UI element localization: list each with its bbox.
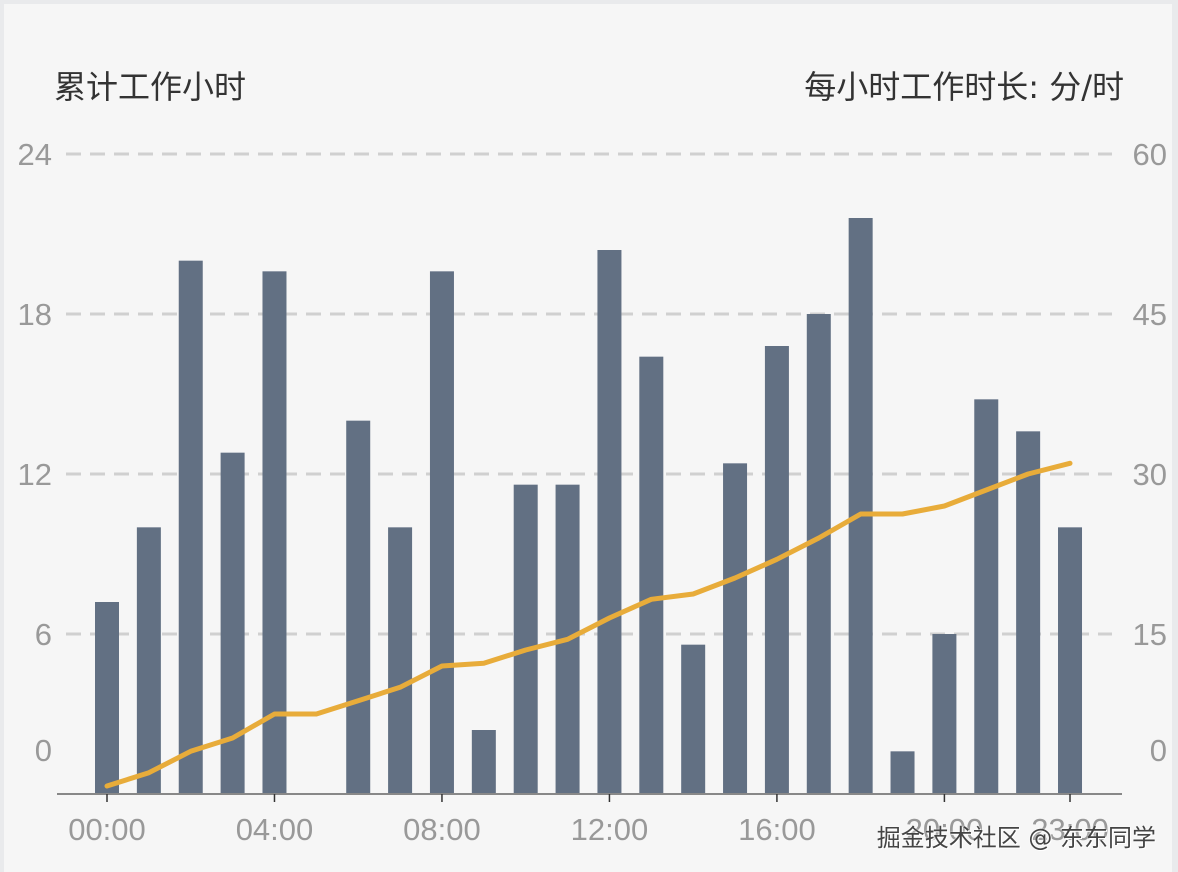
bar [346, 420, 371, 794]
bar [95, 602, 119, 794]
x-tick-label: 20:00 [906, 812, 984, 847]
x-tick-label: 23:00 [1031, 812, 1109, 847]
bar [890, 751, 915, 794]
x-axis-labels: 00:00 04:00 08:00 12:00 16:00 20:00 23:00 [68, 812, 1109, 847]
right-tick-label: 45 [1133, 297, 1167, 332]
cumulative-line [104, 460, 1073, 789]
left-tick-label: 12 [18, 457, 52, 492]
right-tick-label: 15 [1133, 617, 1167, 652]
x-axis [57, 793, 1122, 802]
bar [1016, 431, 1041, 794]
x-tick-label: 16:00 [738, 812, 816, 847]
right-tick-label: 0 [1150, 733, 1167, 768]
y-axis-labels: 0 6 12 18 24 0 15 30 45 60 [18, 137, 1167, 768]
bar [681, 644, 706, 794]
x-tick-label: 04:00 [236, 812, 314, 847]
right-tick-label: 30 [1133, 457, 1167, 492]
left-axis-title: 累计工作小时 [54, 68, 247, 106]
bar [639, 356, 664, 794]
left-tick-label: 18 [18, 297, 52, 332]
bar [848, 218, 873, 794]
line-series [104, 460, 1073, 789]
bar [513, 484, 538, 794]
bar [1058, 527, 1083, 794]
bar [262, 271, 287, 794]
bar [136, 527, 161, 794]
bar [764, 346, 789, 794]
bar [974, 399, 999, 794]
bar [806, 314, 831, 794]
left-tick-label: 24 [18, 137, 52, 172]
bar [597, 250, 622, 794]
bar-series [95, 218, 1083, 795]
watermark: 掘金技术社区 @ 东东同学 [876, 824, 1156, 852]
left-tick-label: 6 [35, 617, 52, 652]
x-tick-label: 08:00 [403, 812, 481, 847]
right-tick-label: 60 [1133, 137, 1167, 172]
bar [178, 260, 203, 795]
right-axis-title: 每小时工作时长: 分/时 [804, 68, 1124, 106]
x-tick-label: 00:00 [68, 812, 146, 847]
left-tick-label: 0 [35, 733, 52, 768]
bar [723, 463, 748, 794]
bar [388, 527, 413, 794]
bar [932, 634, 957, 794]
x-tick-label: 12:00 [571, 812, 649, 847]
bar [471, 730, 496, 794]
bar [429, 271, 454, 794]
